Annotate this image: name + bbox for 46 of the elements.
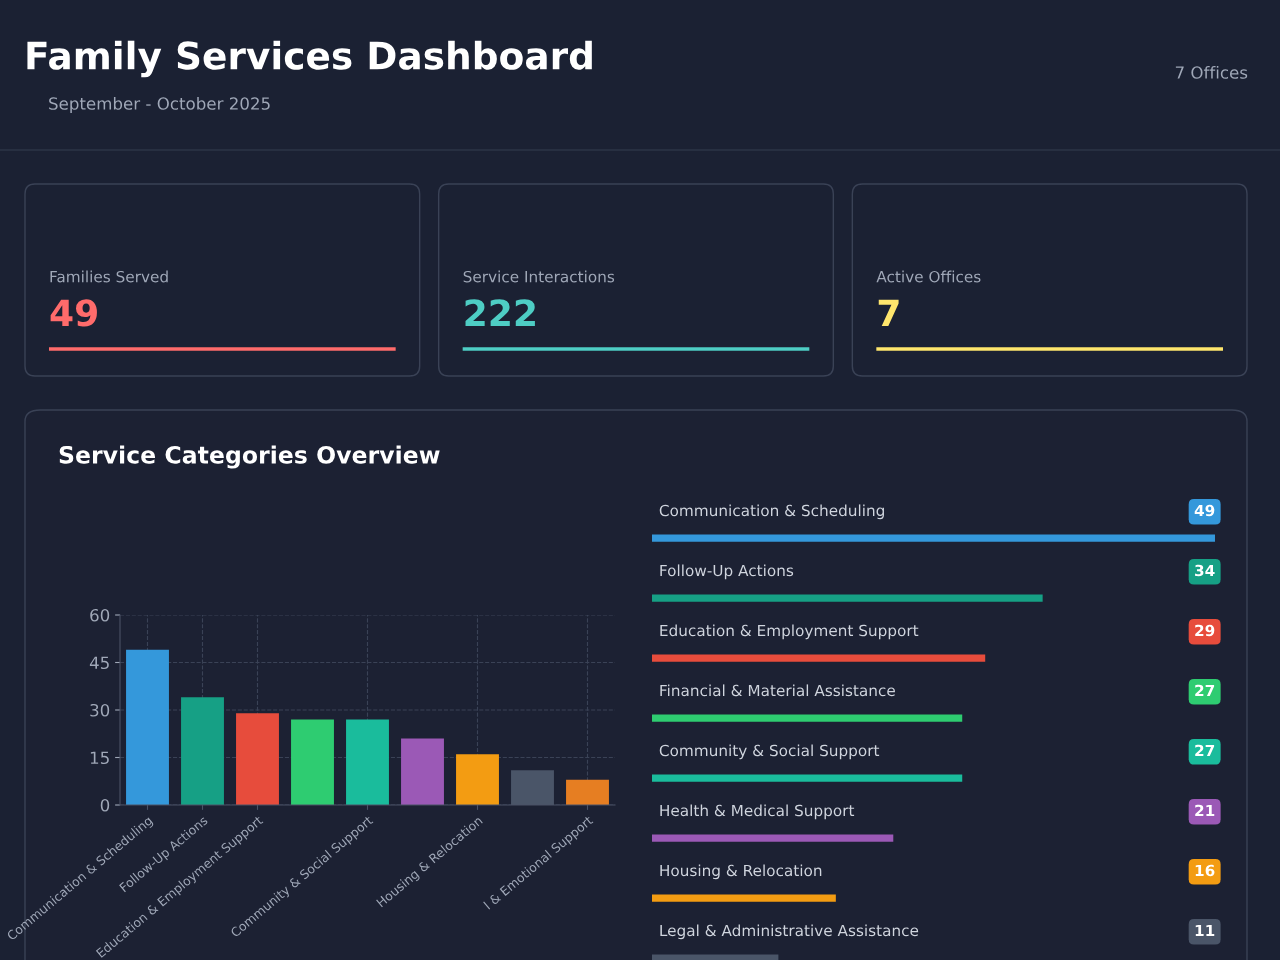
y-tick-label: 0 bbox=[100, 798, 110, 812]
bar bbox=[652, 654, 986, 662]
y-tick-label: Community & Social Support bbox=[659, 744, 880, 760]
bar bbox=[652, 894, 836, 902]
data-label: 21 bbox=[1195, 804, 1215, 817]
y-tick-label: Education & Employment Support bbox=[660, 624, 919, 640]
y-tick-label: 60 bbox=[90, 608, 110, 622]
y-tick-label: Financial & Material Assistance bbox=[660, 684, 895, 697]
bar bbox=[652, 774, 963, 782]
bar bbox=[652, 594, 1043, 602]
data-label: 29 bbox=[1195, 624, 1215, 637]
bar bbox=[652, 834, 894, 842]
bar bbox=[652, 714, 963, 722]
data-label: 49 bbox=[50, 299, 97, 327]
text: September - October 2025 bbox=[49, 96, 270, 114]
text: 7 Offices bbox=[1175, 65, 1248, 79]
bar bbox=[652, 534, 1215, 542]
data-label: 27 bbox=[1195, 744, 1215, 757]
bar bbox=[236, 713, 279, 805]
bar bbox=[181, 697, 224, 805]
y-tick-label: Communication & Scheduling bbox=[659, 504, 884, 520]
category-label: Families Served bbox=[50, 270, 168, 283]
category-label: Active Offices bbox=[876, 270, 981, 283]
bar bbox=[346, 719, 389, 805]
data-label: 7 bbox=[878, 299, 899, 326]
bar bbox=[126, 649, 169, 805]
y-tick-label: Health & Medical Support bbox=[660, 804, 855, 820]
data-label: 34 bbox=[1195, 564, 1215, 577]
y-tick-label: Legal & Administrative Assistance bbox=[660, 924, 919, 940]
data-label: 27 bbox=[1195, 684, 1215, 697]
data-label: 49 bbox=[1194, 504, 1215, 517]
category-label: Service Interactions bbox=[463, 270, 615, 283]
bar bbox=[566, 779, 609, 805]
text: Family Services Dashboard bbox=[27, 40, 592, 78]
y-tick-label: 15 bbox=[90, 751, 109, 765]
bar bbox=[652, 954, 779, 960]
y-tick-label: 30 bbox=[90, 703, 110, 717]
bar bbox=[456, 754, 499, 805]
data-label: 222 bbox=[465, 299, 535, 326]
data-label: 16 bbox=[1195, 864, 1215, 877]
y-tick-label: 45 bbox=[89, 656, 109, 670]
chart-title: Service Categories Overview bbox=[59, 445, 440, 469]
data-label: 11 bbox=[1195, 924, 1215, 937]
bar bbox=[401, 738, 444, 805]
bar bbox=[291, 719, 334, 805]
y-tick-label: Follow-Up Actions bbox=[660, 564, 794, 580]
